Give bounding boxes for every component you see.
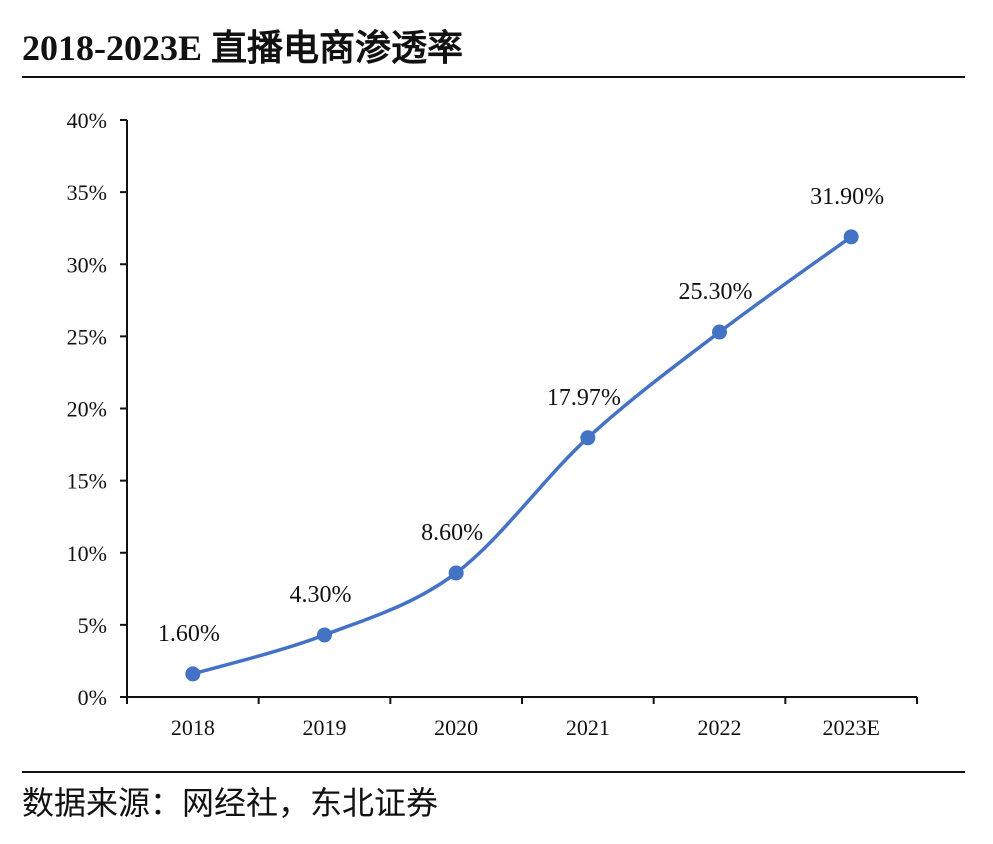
data-point bbox=[580, 430, 596, 446]
data-labels: 1.60% 4.30% 8.60% 17.97% 25.30% 31.90% bbox=[158, 184, 884, 647]
x-tick-label: 2018 bbox=[171, 715, 215, 740]
y-axis-ticks: 0% 5% 10% 15% 20% 25% 30% 35% 40% bbox=[67, 108, 127, 710]
data-point bbox=[317, 627, 332, 643]
series-layer bbox=[185, 229, 859, 682]
x-axis-ticks: 2018 2019 2020 2021 2022 2023E bbox=[126, 697, 918, 740]
y-tick-label: 15% bbox=[67, 469, 107, 494]
data-point bbox=[712, 324, 727, 340]
y-tick-label: 5% bbox=[78, 613, 107, 638]
axes bbox=[126, 120, 917, 698]
x-tick-label: 2023E bbox=[822, 715, 879, 740]
data-label: 1.60% bbox=[158, 621, 220, 647]
y-tick-label: 0% bbox=[78, 685, 107, 710]
y-tick-label: 40% bbox=[67, 108, 107, 133]
data-label: 8.60% bbox=[421, 520, 483, 546]
data-label: 31.90% bbox=[810, 184, 884, 210]
title-divider bbox=[22, 76, 965, 78]
source-divider bbox=[22, 771, 965, 773]
data-label: 17.97% bbox=[547, 385, 621, 411]
y-tick-label: 10% bbox=[67, 541, 107, 566]
x-tick-label: 2022 bbox=[698, 715, 742, 740]
data-label: 25.30% bbox=[679, 279, 753, 305]
y-tick-label: 25% bbox=[67, 324, 107, 349]
y-tick-label: 35% bbox=[67, 180, 107, 205]
data-label: 4.30% bbox=[290, 582, 352, 608]
data-point bbox=[843, 229, 859, 245]
y-tick-label: 30% bbox=[67, 252, 107, 277]
x-tick-label: 2021 bbox=[566, 715, 610, 740]
chart-title: 2018-2023E 直播电商渗透率 bbox=[22, 28, 464, 68]
data-point bbox=[448, 565, 464, 581]
x-tick-label: 2020 bbox=[434, 715, 478, 740]
data-point bbox=[185, 666, 201, 682]
x-tick-label: 2019 bbox=[303, 715, 347, 740]
y-tick-label: 20% bbox=[67, 397, 107, 422]
source-note: 数据来源：网经社，东北证券 bbox=[22, 785, 439, 821]
